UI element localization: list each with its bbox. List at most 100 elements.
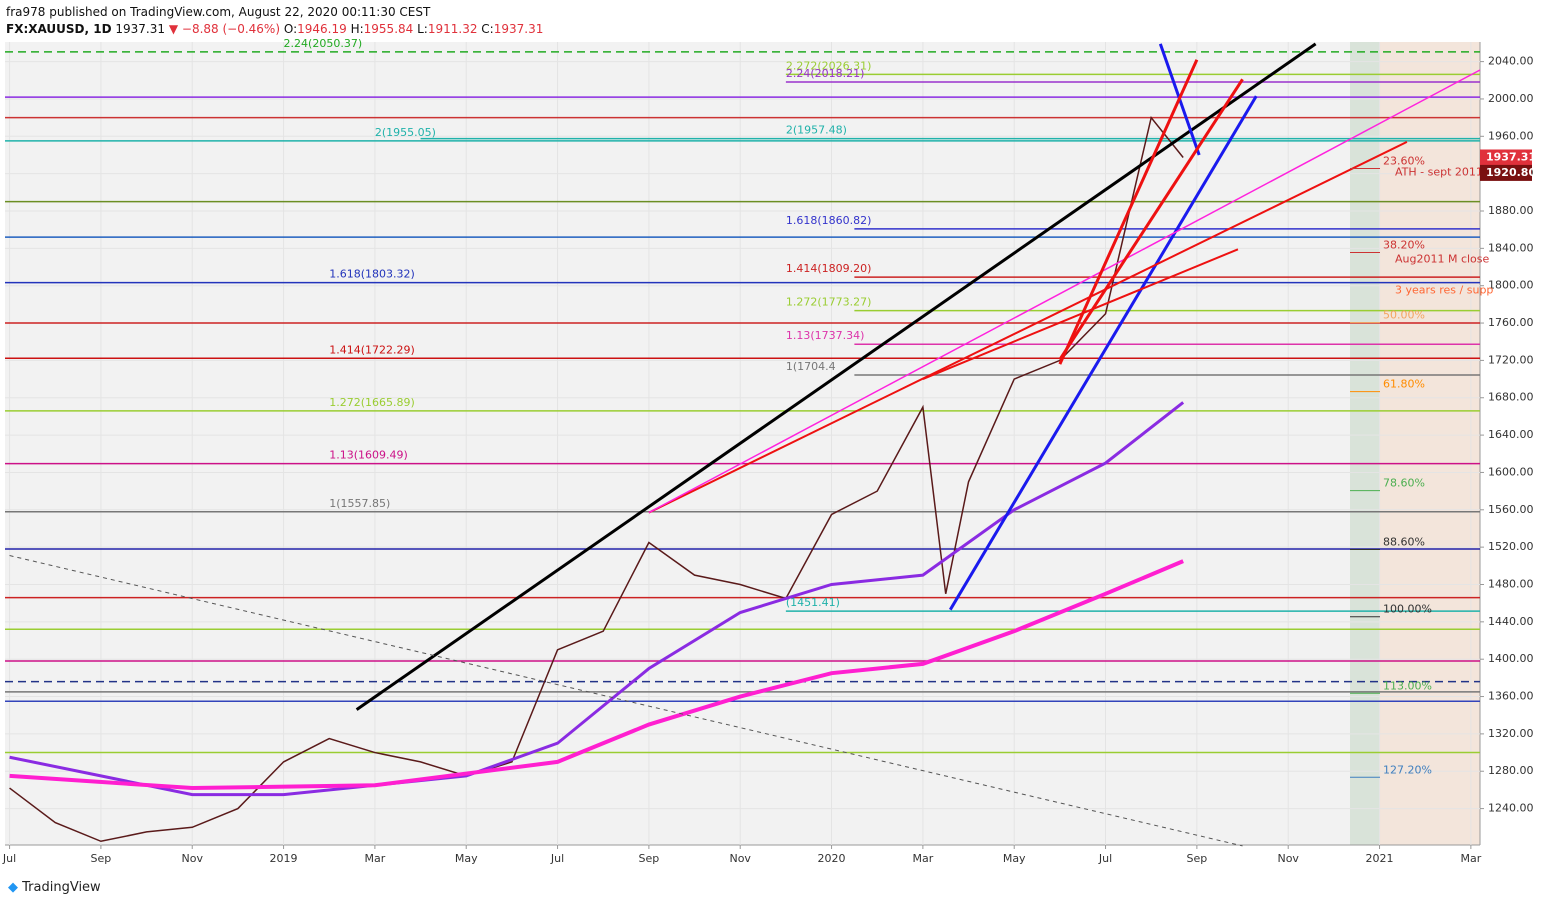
ohlc-value: 1955.84 [363,22,414,36]
publisher: fra978 published on TradingView.com, Aug… [6,5,431,19]
x-tick-label: May [1003,852,1026,865]
series-line [9,401,1185,797]
level-label: 1.13(1609.49) [329,449,408,462]
chart: 1240.00 1280.00 1320.00 1360.00 1400.00 1440.… [1,36,1536,865]
level-label: 2.24(2050.37) [284,37,363,50]
level-label: 1.414(1722.29) [329,343,415,356]
y-tick-label: 1840.00 [1488,241,1534,254]
level-label: 1.618(1860.82) [786,214,872,227]
footer: ◆ TradingView [8,880,101,895]
fib-label: 113.00% [1383,679,1432,692]
note: ATH - sept 2011 [1395,166,1483,179]
ohlc-key: H: [350,22,364,36]
level-label: 2(1955.05) [375,126,436,139]
fib-label: 100.00% [1383,603,1432,616]
x-tick-label: 2021 [1366,852,1394,865]
x-tick-label: Mar [365,852,386,865]
fib-label: 50.00% [1383,309,1425,322]
level-label: 1(1704.4 [786,360,836,373]
y-tick-label: 1360.00 [1488,690,1534,703]
series-line [9,115,1184,843]
x-tick-label: 2019 [270,852,298,865]
y-tick-label: 1320.00 [1488,727,1534,740]
series-line [9,559,1184,791]
y-tick-label: 1720.00 [1488,353,1534,366]
ohlc-key: O: [283,22,298,36]
note: Aug2011 M close [1395,253,1490,266]
trendline [648,69,1481,514]
logo: ◆ [8,880,23,895]
header: fra978 published on TradingView.com, Aug… [6,4,543,38]
quote: FX:XAUUSD, 1D 1937.31 ▼ −8.88 (−0.46%) O… [6,21,543,38]
x-tick-label: Mar [912,852,933,865]
level-label: 1(1557.85) [329,497,390,510]
y-tick-label: 1480.00 [1488,577,1534,590]
x-tick-label: 2020 [818,852,846,865]
trendline [1058,78,1244,361]
y-tick-label: 1440.00 [1488,615,1534,628]
trendline [648,141,1408,514]
x-tick-label: Nov [729,852,751,865]
fib-label: 127.20% [1383,763,1432,776]
trendline [355,42,1317,711]
y-tick-label: 1640.00 [1488,428,1534,441]
y-tick-label: 2040.00 [1488,55,1534,68]
y-tick-label: 2000.00 [1488,92,1534,105]
fib-label: 61.80% [1383,378,1425,391]
x-tick-label: Nov [181,852,203,865]
change: ▼ −8.88 (−0.46%) [168,22,281,36]
brand: TradingView [22,880,101,895]
x-tick-label: May [455,852,478,865]
x-tick-label: Jul [1098,852,1112,865]
level-label: 2.272(2026.31) [786,59,872,72]
note: 3 years res / supp [1395,283,1493,296]
price-badge-label: 1920.80 [1486,166,1536,179]
y-tick-label: 1560.00 [1488,503,1534,516]
fib-label: 88.60% [1383,535,1425,548]
symbol: FX:XAUUSD, 1D [6,22,112,36]
band [1380,42,1480,845]
ohlc-value: 1911.32 [427,22,478,36]
y-tick-label: 1600.00 [1488,465,1534,478]
x-tick-label: Sep [91,852,112,865]
y-tick-label: 1880.00 [1488,204,1534,217]
x-tick-label: Mar [1460,852,1481,865]
y-tick-label: 1240.00 [1488,802,1534,815]
band [1350,42,1380,845]
x-tick-label: Nov [1277,852,1299,865]
y-tick-label: 1800.00 [1488,279,1534,292]
y-tick-label: 1400.00 [1488,652,1534,665]
price-badge-label: 1937.31 [1486,150,1536,163]
x-tick-label: Jul [2,852,16,865]
fib-label: 38.20% [1383,239,1425,252]
price-badge [1480,149,1532,166]
ohlc-value: 1937.31 [493,22,544,36]
level-label: 1.13(1737.34) [786,329,865,342]
ohlc-key: C: [481,22,494,36]
x-tick-label: Jul [550,852,564,865]
x-tick-label: Sep [639,852,660,865]
level-label: (1451.41) [786,596,840,609]
trendline [922,248,1239,380]
trendline [948,95,1258,611]
price-badge [1480,164,1532,181]
level-label: 2.24(2018.21) [786,67,865,80]
fib-label: 78.60% [1383,477,1425,490]
level-label: 1.272(1773.27) [786,296,872,309]
level-label: 1.272(1665.89) [329,396,415,409]
y-tick-label: 1960.00 [1488,129,1534,142]
level-label: 1.618(1803.32) [329,268,415,281]
y-tick-label: 1680.00 [1488,391,1534,404]
y-tick-label: 1760.00 [1488,316,1534,329]
y-tick-label: 1520.00 [1488,540,1534,553]
y-tick-label: 1280.00 [1488,764,1534,777]
fib-label: 23.60% [1383,155,1425,168]
ohlc: O:1946.19 H:1955.84 L:1911.32 C:1937.31 [284,22,544,36]
level-label: 2(1957.48) [786,124,847,137]
ohlc-value: 1946.19 [297,22,347,36]
level-label: 1.414(1809.20) [786,262,872,275]
ohlc-key: L: [417,22,428,36]
price: 1937.31 [115,22,166,36]
trendline [9,555,1243,847]
